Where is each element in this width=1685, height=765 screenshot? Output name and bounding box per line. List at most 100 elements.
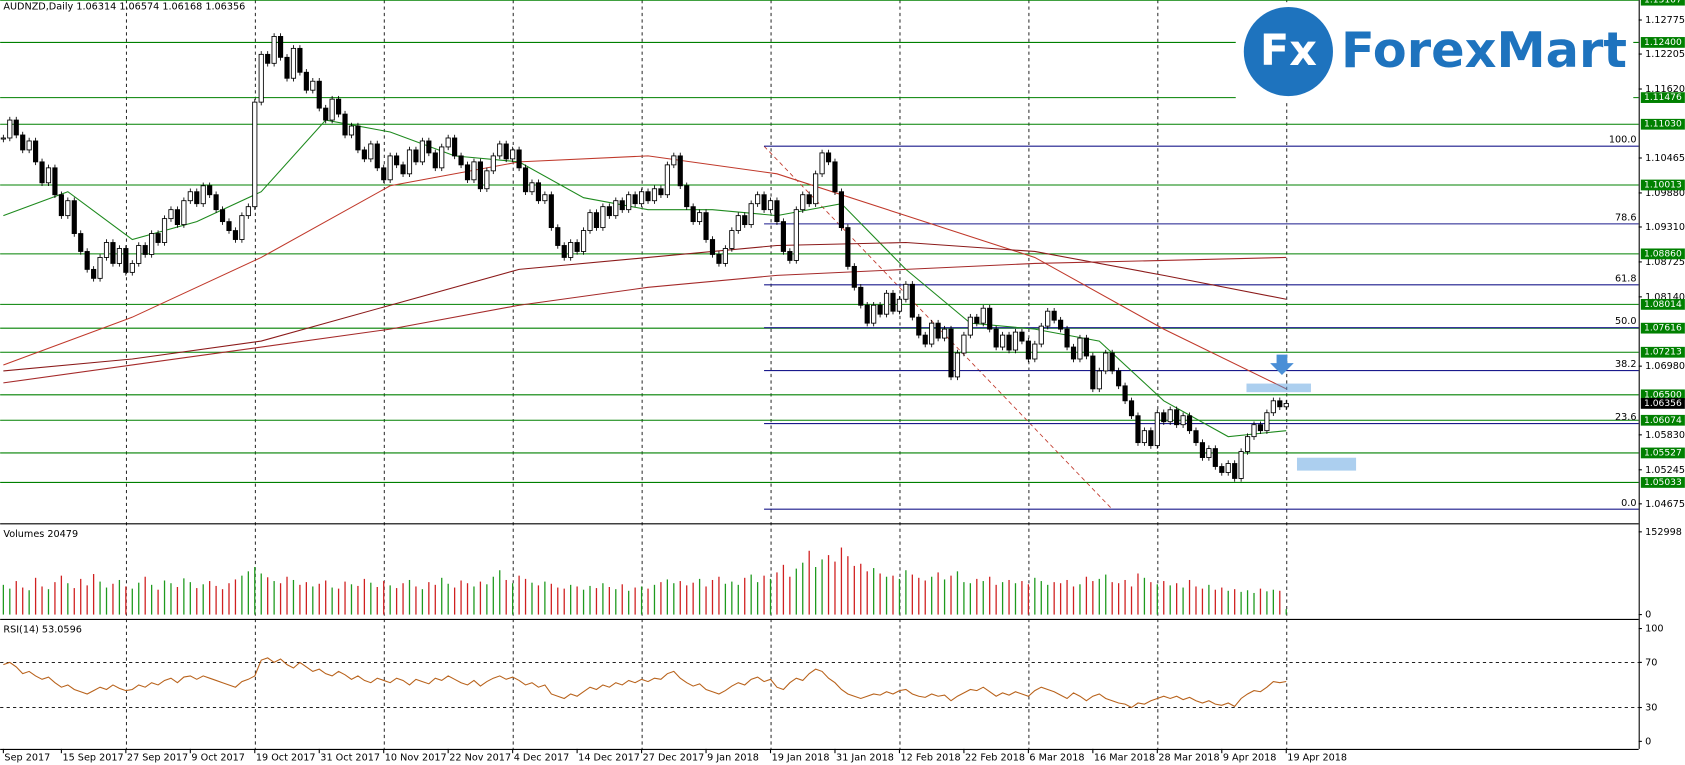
candle bbox=[1148, 430, 1154, 447]
x-tick-label: 9 Apr 2018 bbox=[1223, 752, 1277, 763]
candle bbox=[800, 194, 806, 211]
candle bbox=[922, 334, 928, 345]
candle bbox=[226, 221, 232, 231]
candle bbox=[929, 322, 935, 345]
level-label: 1.06074 bbox=[1644, 416, 1682, 426]
rsi-label: RSI(14) 53.0596 bbox=[3, 625, 82, 636]
candle bbox=[219, 209, 226, 223]
candle bbox=[941, 328, 948, 339]
level-label-box bbox=[1640, 477, 1685, 488]
x-tick-label: 4 Dec 2017 bbox=[514, 752, 570, 763]
candle bbox=[33, 140, 39, 163]
candle bbox=[987, 307, 993, 330]
candle bbox=[961, 334, 967, 354]
candle bbox=[406, 149, 413, 175]
candle bbox=[1283, 402, 1289, 408]
candle bbox=[194, 191, 200, 205]
candle bbox=[516, 149, 522, 169]
candle bbox=[813, 173, 819, 205]
level-label: 1.05527 bbox=[1644, 448, 1682, 458]
candle bbox=[845, 227, 851, 267]
x-tick-label: 6 Mar 2018 bbox=[1029, 752, 1084, 763]
candle bbox=[1180, 415, 1186, 426]
candle bbox=[123, 248, 129, 273]
level-label-box bbox=[1640, 322, 1685, 334]
candle bbox=[522, 167, 529, 193]
candle bbox=[858, 286, 864, 306]
candle bbox=[580, 230, 587, 252]
candle bbox=[97, 257, 103, 279]
candle bbox=[1045, 310, 1051, 327]
fib-label: 50.0 bbox=[1615, 316, 1637, 327]
candle bbox=[78, 233, 84, 252]
candle bbox=[748, 203, 754, 226]
candle bbox=[510, 149, 516, 160]
candle bbox=[1219, 466, 1225, 473]
x-tick-label: 27 Dec 2017 bbox=[643, 752, 705, 763]
level-label-box bbox=[1640, 118, 1685, 130]
candle bbox=[497, 143, 503, 157]
fib-label: 38.2 bbox=[1615, 359, 1637, 370]
candle bbox=[877, 304, 883, 315]
y-tick-label: 1.09310 bbox=[1645, 222, 1685, 233]
candle bbox=[336, 98, 342, 115]
x-tick-label: 28 Mar 2018 bbox=[1158, 752, 1219, 763]
candle bbox=[0, 137, 6, 140]
candle bbox=[690, 206, 696, 223]
candle bbox=[1109, 352, 1115, 372]
candle bbox=[65, 200, 71, 217]
level-label-box bbox=[1640, 389, 1685, 401]
y-tick-label: 1.10465 bbox=[1645, 153, 1685, 164]
candle bbox=[116, 248, 122, 264]
candle bbox=[103, 242, 110, 258]
candle bbox=[1135, 415, 1141, 444]
candle bbox=[909, 283, 915, 318]
candle bbox=[1077, 337, 1083, 360]
candle bbox=[45, 167, 52, 184]
level-label-box bbox=[1640, 299, 1685, 310]
rsi-tick-label: 70 bbox=[1645, 657, 1657, 668]
fib-label: 100.0 bbox=[1609, 135, 1637, 146]
candle bbox=[948, 328, 954, 378]
candle bbox=[7, 119, 13, 139]
candle bbox=[555, 227, 561, 246]
candle bbox=[297, 47, 303, 73]
x-tick-label: 31 Jan 2018 bbox=[836, 752, 894, 763]
level-label: 1.05033 bbox=[1644, 478, 1682, 488]
candle bbox=[1225, 463, 1231, 473]
candle bbox=[832, 161, 838, 193]
candle bbox=[477, 161, 483, 190]
candle bbox=[890, 292, 896, 312]
logo-circle bbox=[1240, 3, 1337, 100]
rsi-tick-label: 30 bbox=[1645, 703, 1657, 714]
candle bbox=[651, 188, 658, 202]
fib-label: 61.8 bbox=[1615, 273, 1637, 284]
candle bbox=[1212, 448, 1218, 467]
candle bbox=[1257, 424, 1264, 432]
candle bbox=[1096, 370, 1102, 390]
logo-text: ForexMart bbox=[1341, 21, 1627, 79]
candle bbox=[239, 215, 245, 240]
x-tick-label: Sep 2017 bbox=[4, 752, 50, 763]
candle bbox=[593, 212, 600, 229]
candle bbox=[716, 254, 722, 264]
candle bbox=[174, 209, 181, 226]
moving-average bbox=[3, 155, 1287, 390]
level-label: 1.12400 bbox=[1644, 38, 1682, 48]
level-label: 1.11030 bbox=[1644, 120, 1682, 130]
candle bbox=[142, 245, 148, 255]
candle bbox=[303, 71, 309, 91]
candle bbox=[323, 107, 329, 121]
candle bbox=[471, 161, 477, 181]
candle bbox=[1167, 409, 1173, 423]
candle bbox=[632, 194, 638, 205]
moving-average bbox=[3, 241, 1287, 372]
candle bbox=[600, 206, 606, 229]
x-tick-label: 19 Apr 2018 bbox=[1287, 752, 1347, 763]
candle bbox=[1244, 436, 1251, 453]
candle bbox=[529, 182, 535, 193]
candle bbox=[181, 200, 187, 226]
candle bbox=[316, 80, 322, 109]
volume-label: Volumes 20479 bbox=[3, 529, 78, 540]
